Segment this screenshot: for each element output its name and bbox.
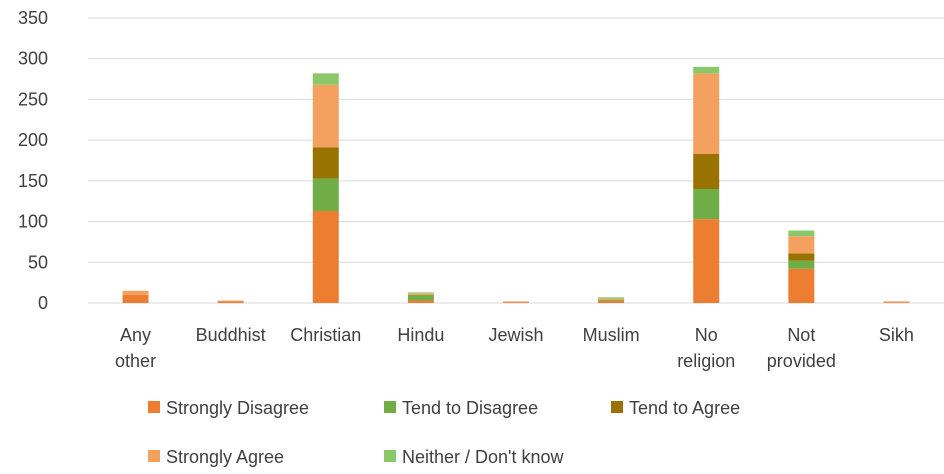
bar-segment-tend-to-disagree (788, 260, 815, 269)
x-tick-label: Not provided (767, 325, 836, 371)
bar-segment-strongly-agree (122, 290, 149, 295)
y-tick-label: 100 (18, 212, 48, 232)
y-tick-label: 0 (38, 293, 48, 313)
x-tick-label: No religion (677, 325, 735, 371)
bar-segment-strongly-agree (407, 293, 434, 295)
bar-segment-strongly-agree (598, 298, 625, 300)
bar-segment-strongly-disagree (598, 300, 625, 303)
bar-segment-strongly-disagree (407, 300, 434, 303)
y-tick-label: 150 (18, 171, 48, 191)
legend-label: Tend to Disagree (402, 398, 538, 418)
legend-label: Tend to Agree (629, 398, 740, 418)
x-tick-label: Sikh (879, 325, 914, 345)
bar-segment-tend-to-disagree (312, 178, 339, 211)
y-tick-label: 300 (18, 49, 48, 69)
y-tick-label: 350 (18, 8, 48, 28)
legend-swatch (384, 401, 396, 413)
x-tick-label: Buddhist (196, 325, 266, 345)
y-tick-label: 250 (18, 89, 48, 109)
legend: Strongly Disagree Tend to Disagree Tend to… (148, 398, 740, 467)
bar-segment-tend-to-agree (788, 253, 815, 261)
bar-segment-strongly-disagree (122, 294, 149, 303)
bars (122, 66, 910, 303)
bar-segment-strongly-agree (503, 301, 529, 303)
bar-segment-strongly-disagree (788, 268, 815, 303)
bar-segment-strongly-disagree (503, 302, 529, 303)
bar-segment-strongly-disagree (693, 219, 720, 303)
x-tick-label: Jewish (488, 325, 543, 345)
gridlines (88, 17, 944, 304)
legend-swatch (148, 401, 160, 413)
x-tick-label: Muslim (583, 325, 640, 345)
bar-segment-neither-don-t-know (407, 292, 434, 294)
bar-segment-neither-don-t-know (312, 73, 339, 85)
bar-segment-strongly-agree (788, 236, 815, 254)
x-tick-label: Christian (290, 325, 361, 345)
bar-segment-strongly-disagree (883, 302, 910, 303)
bar-segment-strongly-agree (312, 84, 339, 148)
legend-swatch (384, 450, 396, 462)
bar-segment-tend-to-agree (693, 153, 720, 189)
legend-swatch (148, 450, 160, 462)
x-tick-label: Hindu (397, 325, 444, 345)
x-tick-label: Any other (115, 325, 156, 371)
bar-segment-strongly-agree (883, 301, 910, 303)
y-axis-tick-labels: 0 50 100 150 200 250 300 350 (18, 8, 48, 313)
legend-swatch (611, 401, 623, 413)
legend-label: Strongly Disagree (166, 398, 309, 418)
legend-label: Neither / Don't know (402, 447, 565, 467)
bar-segment-tend-to-disagree (407, 294, 434, 301)
bar-segment-tend-to-disagree (598, 299, 625, 301)
bar-segment-tend-to-agree (312, 147, 339, 179)
bar-segment-neither-don-t-know (788, 230, 815, 237)
y-tick-label: 200 (18, 130, 48, 150)
bar-segment-strongly-disagree (217, 301, 244, 303)
bar-segment-tend-to-disagree (693, 189, 720, 220)
legend-label: Strongly Agree (166, 447, 284, 467)
bar-segment-strongly-agree (693, 73, 720, 154)
bar-segment-neither-don-t-know (693, 66, 720, 74)
x-axis-tick-labels: Any other Buddhist Christian Hindu Jewish Musl… (115, 325, 914, 371)
y-tick-label: 50 (28, 252, 48, 272)
bar-segment-neither-don-t-know (598, 297, 625, 299)
bar-segment-strongly-disagree (312, 210, 339, 303)
bar-segment-strongly-agree (217, 300, 244, 302)
